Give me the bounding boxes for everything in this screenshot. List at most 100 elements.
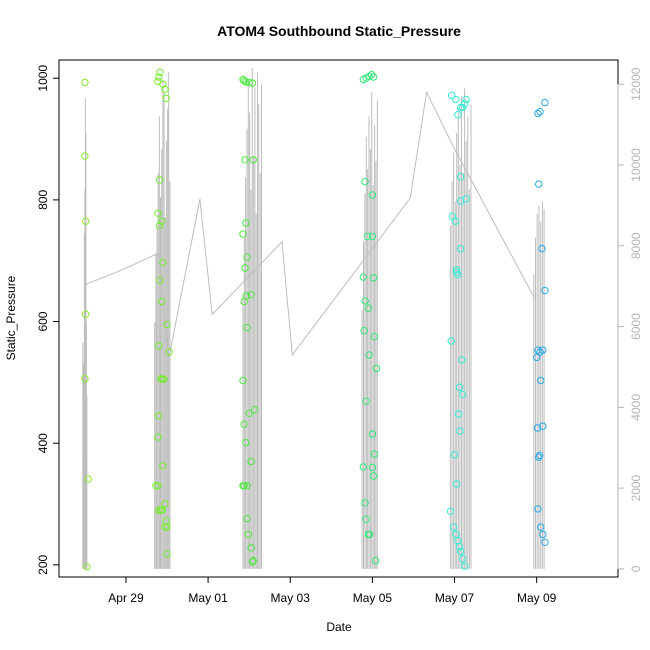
scatter-point xyxy=(541,286,549,295)
scatter-point xyxy=(159,258,167,267)
scatter-point xyxy=(243,323,251,332)
scatter-point xyxy=(158,297,166,306)
scatter-point xyxy=(368,430,377,438)
y2-tick-label: 0 xyxy=(629,565,643,572)
x-tick-label: May 03 xyxy=(271,591,311,605)
scatter-point xyxy=(360,327,368,335)
scatter-point xyxy=(447,337,455,345)
scatter-point xyxy=(242,219,250,227)
scatter-point xyxy=(240,420,248,428)
y-axis-left: 200 400 600 800 1000 xyxy=(36,65,59,575)
scatter-point xyxy=(459,103,467,112)
scatter-point xyxy=(163,320,171,329)
scatter-point xyxy=(362,515,370,523)
x-tick-label: May 07 xyxy=(435,591,475,605)
scatter-point xyxy=(248,79,257,87)
scatter-point xyxy=(159,80,167,89)
scatter-point xyxy=(82,310,90,318)
scatter-point xyxy=(536,108,544,116)
scatter-point xyxy=(539,422,547,430)
x-tick-label: May 05 xyxy=(353,591,393,605)
scatter-point xyxy=(249,156,258,164)
scatter-point xyxy=(367,70,376,79)
scatter-point xyxy=(534,346,542,354)
chart-title: ATOM4 Southbound Static_Pressure xyxy=(217,23,461,39)
scatter-point xyxy=(534,109,542,118)
scatter-point xyxy=(450,451,459,459)
scatter-point xyxy=(369,73,378,81)
scatter-point xyxy=(83,563,91,571)
x-tick-label: May 01 xyxy=(188,591,228,605)
y2-tick-label: 12000 xyxy=(629,67,643,101)
scatter-point xyxy=(454,271,462,279)
scatter-point xyxy=(457,547,465,556)
scatter-point xyxy=(459,390,467,399)
scatter-point xyxy=(81,375,89,383)
scatter-point xyxy=(240,482,248,490)
scatter-point xyxy=(155,73,163,81)
scatter-point xyxy=(369,472,378,480)
scatter-point xyxy=(155,342,163,350)
scatter-point xyxy=(452,480,461,488)
scatter-point xyxy=(538,244,546,253)
scatter-point xyxy=(247,544,255,552)
y2-tick-label: 8000 xyxy=(629,232,643,259)
scatter-point xyxy=(154,433,162,441)
scatter-point xyxy=(152,482,160,490)
scatter-point xyxy=(247,457,255,466)
scatter-point xyxy=(82,217,90,225)
scatter-point xyxy=(541,98,549,107)
scatter-point xyxy=(362,397,370,405)
x-axis: Apr 29 May 01 May 03 May 05 May 07 May 09 xyxy=(108,577,557,605)
scatter-point xyxy=(454,410,463,418)
scatter-point xyxy=(456,427,464,435)
scatter-point xyxy=(163,550,171,558)
scatter-point xyxy=(248,558,257,566)
scatter-point xyxy=(240,77,248,85)
scatter-point xyxy=(457,103,465,112)
scatter-point xyxy=(158,506,166,514)
scatter-point xyxy=(245,409,253,418)
scatter-point xyxy=(535,453,543,461)
scatter-point xyxy=(451,217,460,225)
scatter-point xyxy=(372,364,381,373)
scatter-point xyxy=(364,304,372,312)
scatter-point xyxy=(450,523,458,531)
scatter-point xyxy=(365,530,374,539)
y-tick-label: 1000 xyxy=(36,65,50,92)
line-spike-cluster-6 xyxy=(533,201,545,569)
scatter-point xyxy=(155,412,163,420)
scatter-point xyxy=(539,530,547,539)
scatter-point xyxy=(243,253,251,261)
scatter-point xyxy=(241,264,249,272)
scatter-point xyxy=(160,375,168,383)
scatter-point xyxy=(161,500,169,508)
y2-tick-label: 10000 xyxy=(629,148,643,182)
scatter-point xyxy=(241,156,249,164)
scatter-point xyxy=(84,475,92,483)
scatter-point xyxy=(359,273,367,281)
scatter-point xyxy=(158,375,166,383)
scatter-point xyxy=(163,523,171,531)
scatter-point xyxy=(452,266,461,274)
scatter-point xyxy=(239,376,247,385)
scatter-point xyxy=(363,232,372,241)
scatter-point xyxy=(155,221,164,230)
scatter-point xyxy=(535,180,543,188)
scatter-point xyxy=(452,95,460,104)
y-tick-label: 200 xyxy=(36,555,50,575)
scatter-point xyxy=(368,463,377,472)
scatter-point xyxy=(533,353,541,362)
scatter-point xyxy=(243,514,251,523)
x-tick-label: May 09 xyxy=(517,591,557,605)
scatter-point xyxy=(455,542,464,551)
scatter-point xyxy=(158,217,166,225)
scatter-point xyxy=(154,482,162,490)
scatter-point xyxy=(361,499,369,507)
scatter-point xyxy=(533,424,542,432)
y2-tick-label: 6000 xyxy=(629,313,643,340)
scatter-point xyxy=(457,197,465,205)
scatter-point xyxy=(369,274,378,282)
scatter-point xyxy=(156,276,164,284)
